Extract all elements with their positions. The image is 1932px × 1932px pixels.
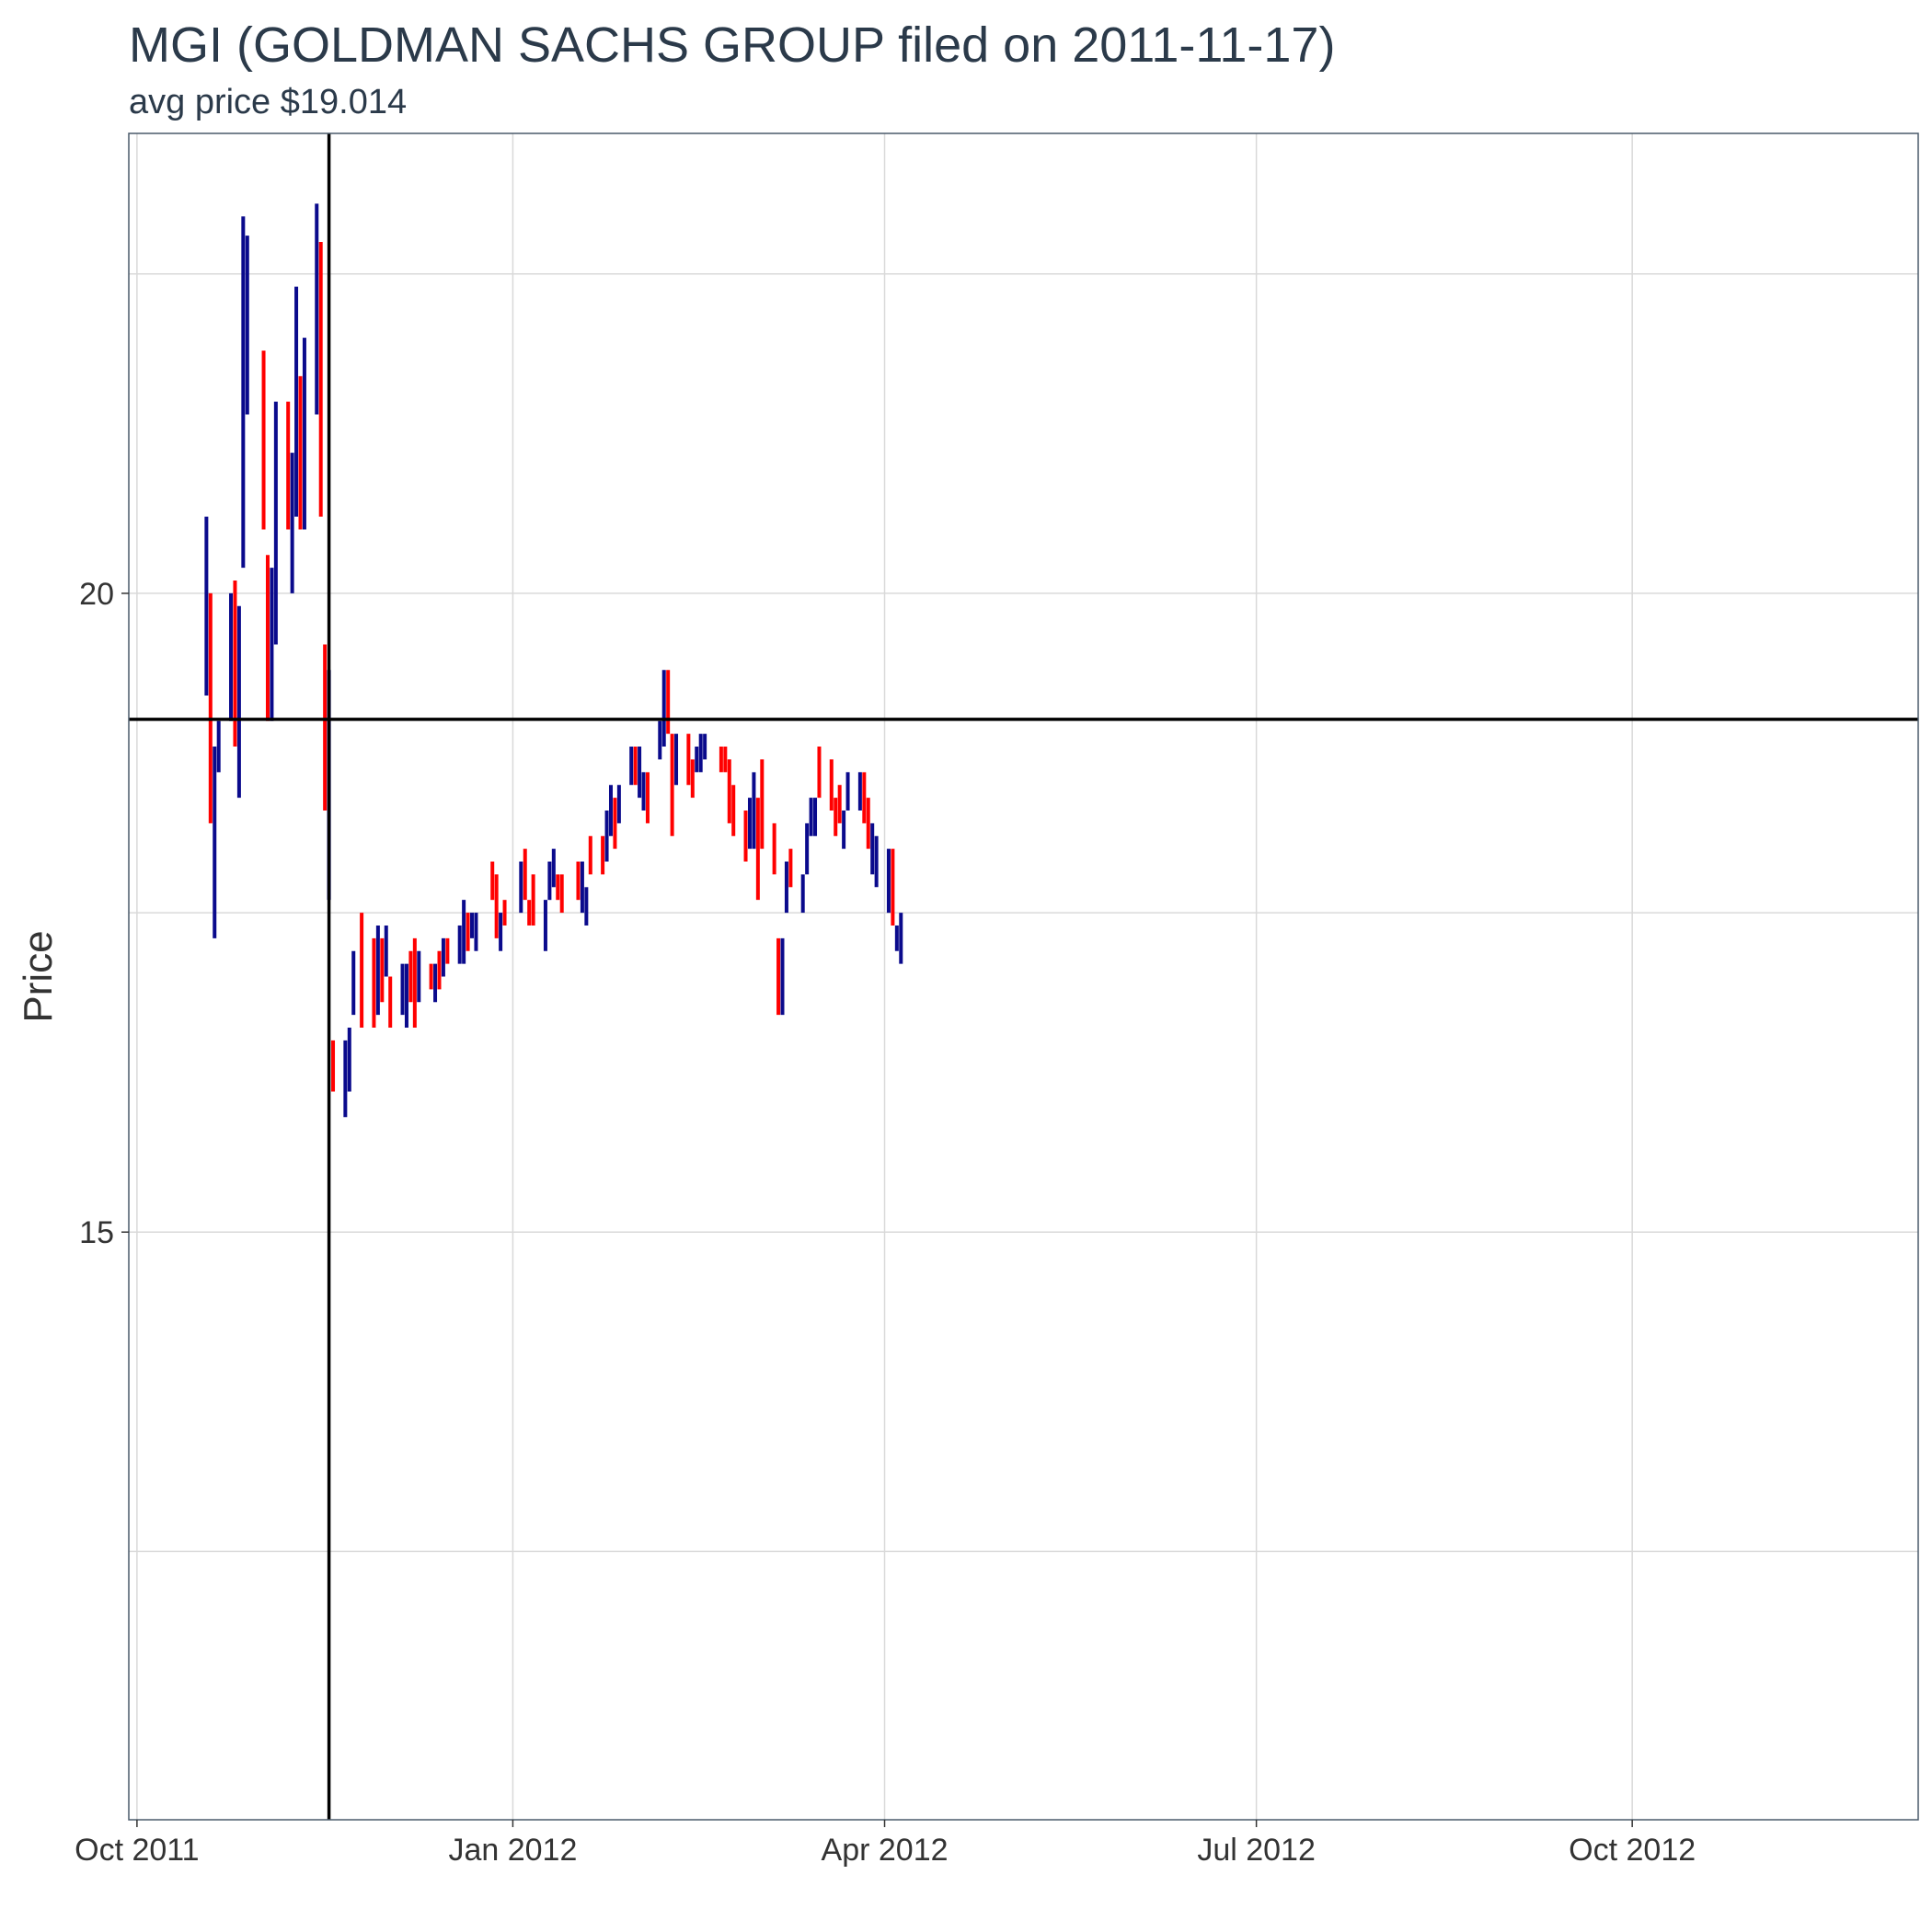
y-axis-label: Price — [16, 930, 61, 1022]
x-tick-label: Jul 2012 — [1197, 1833, 1316, 1868]
x-tick-label: Jan 2012 — [448, 1833, 577, 1868]
x-tick-label: Apr 2012 — [822, 1833, 949, 1868]
chart-subtitle: avg price $19.014 — [129, 83, 408, 121]
reference-lines — [129, 133, 1918, 1820]
y-tick-label: 15 — [79, 1215, 114, 1250]
x-tick-label: Oct 2011 — [75, 1833, 199, 1868]
grid — [129, 133, 1918, 1820]
axes: 15 20 Oct 2011 Jan 2012 Apr 2012 Jul 2012 Oct … — [16, 132, 1919, 1868]
y-tick-label: 20 — [79, 577, 114, 612]
chart-title: MGI (GOLDMAN SACHS GROUP filed on 2011-1… — [129, 17, 1336, 73]
price-bars — [204, 203, 903, 1118]
x-tick-label: Oct 2012 — [1569, 1833, 1696, 1868]
plot-border — [128, 132, 1919, 1821]
